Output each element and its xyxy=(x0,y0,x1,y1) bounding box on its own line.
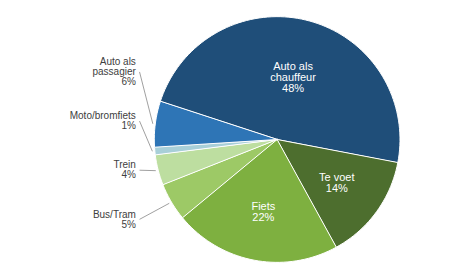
svg-text:Auto alspassagier6%: Auto alspassagier6% xyxy=(92,56,136,87)
svg-text:Te voet14%: Te voet14% xyxy=(319,171,354,194)
svg-text:Trein4%: Trein4% xyxy=(113,159,136,180)
svg-text:Moto/bromfiets1%: Moto/bromfiets1% xyxy=(70,110,136,131)
svg-text:Bus/Tram5%: Bus/Tram5% xyxy=(93,209,136,230)
svg-text:Fiets22%: Fiets22% xyxy=(251,200,275,223)
svg-text:Auto alschauffeur48%: Auto alschauffeur48% xyxy=(270,60,316,94)
